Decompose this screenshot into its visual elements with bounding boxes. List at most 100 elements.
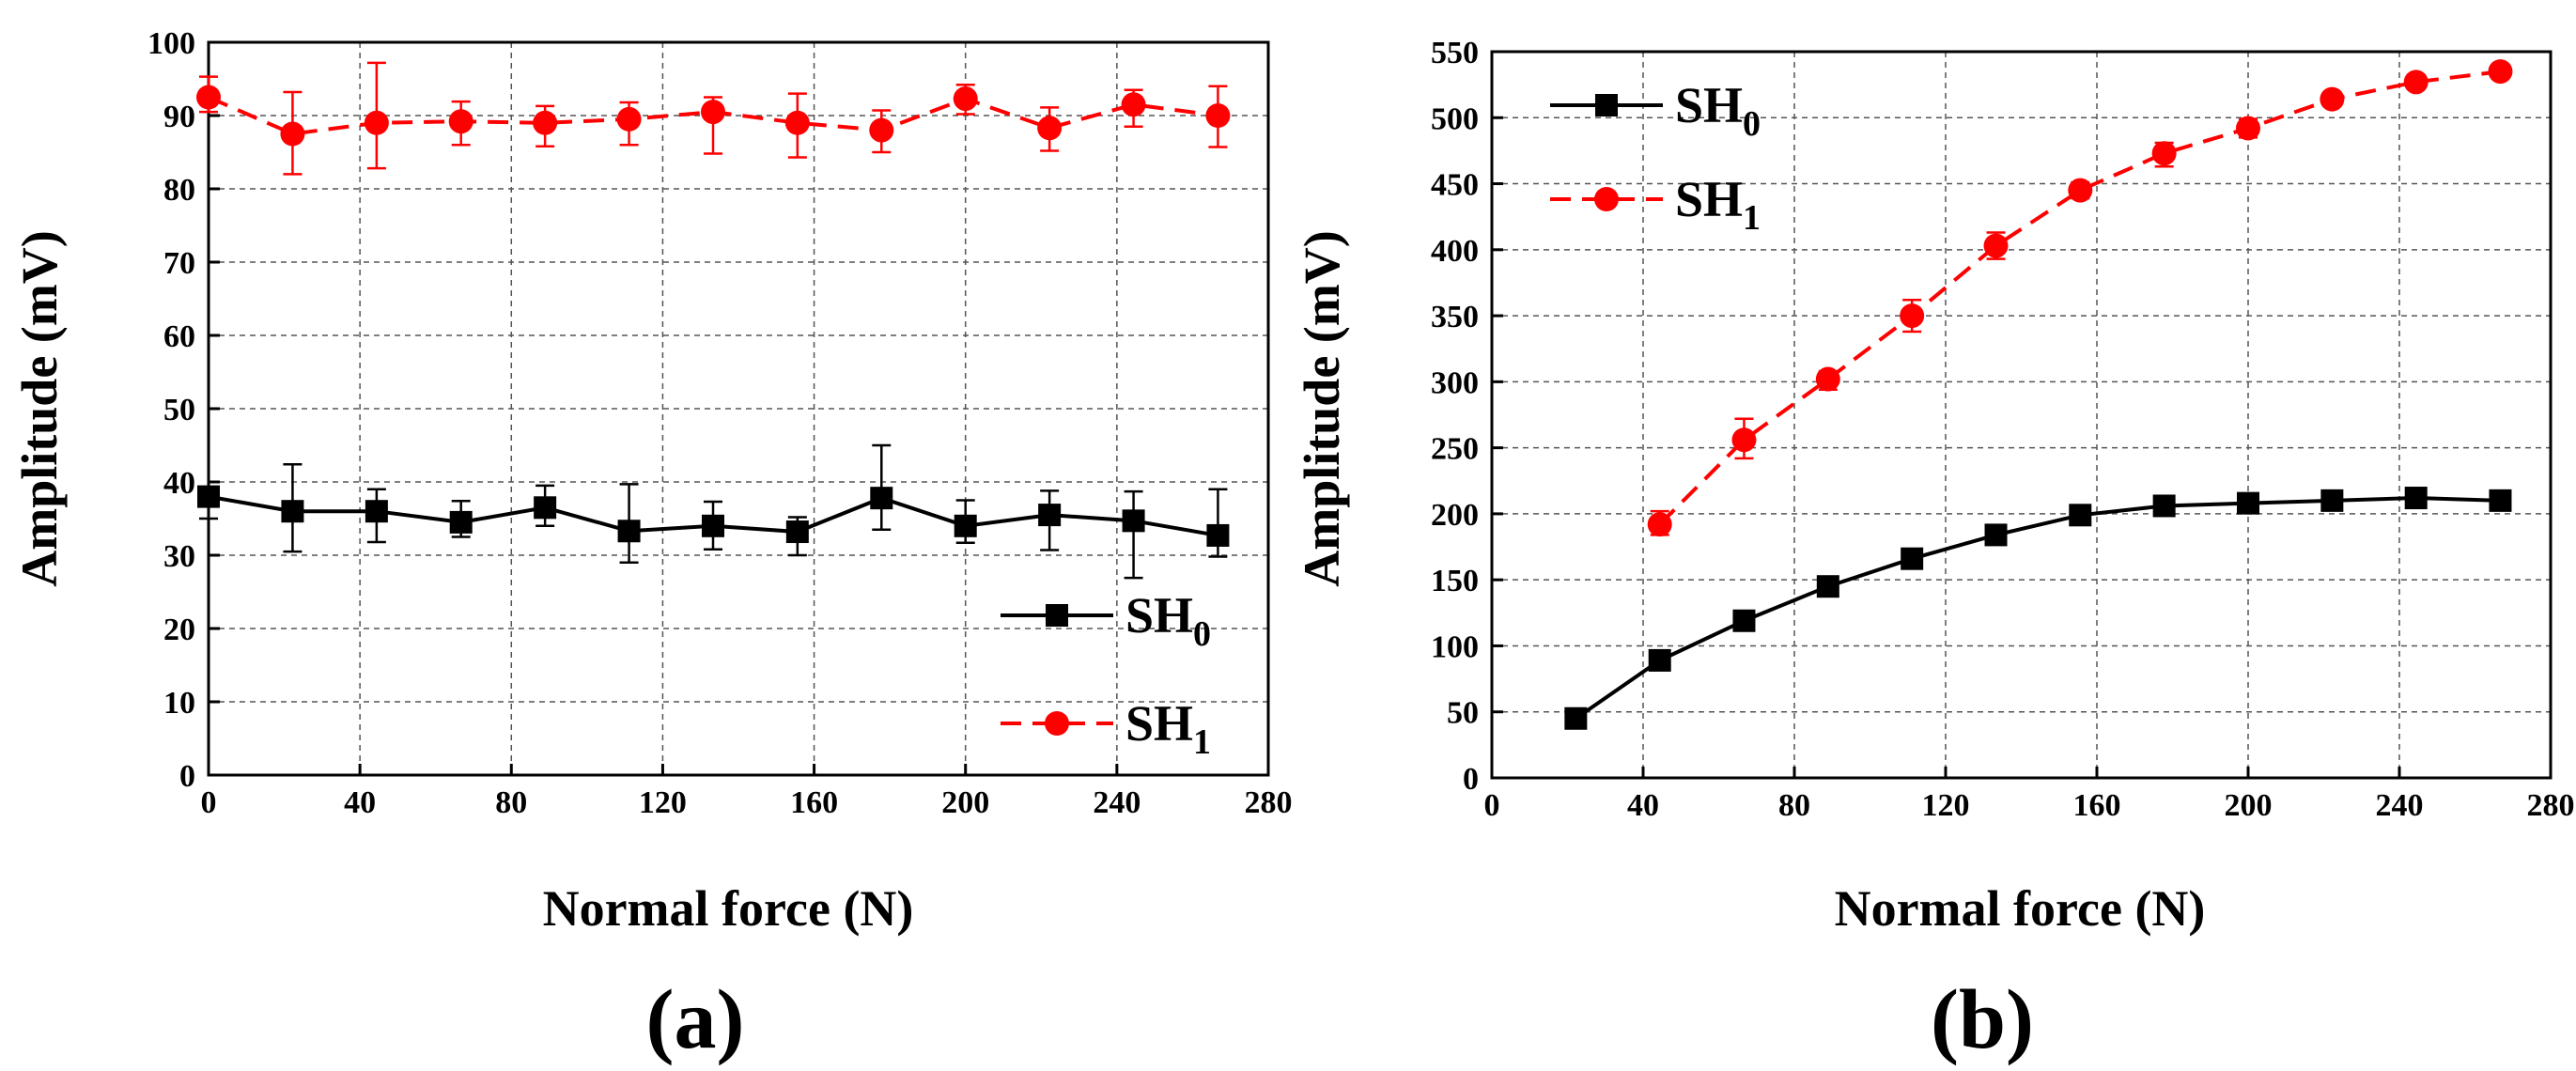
legend-swatch-marker xyxy=(1594,187,1619,211)
x-tick-label: 120 xyxy=(639,785,687,820)
data-point xyxy=(870,487,893,510)
x-tick-label: 280 xyxy=(2527,788,2575,823)
series-sh0 xyxy=(1564,487,2512,730)
y-axis-title: Amplitude (mV) xyxy=(11,230,68,586)
legend-entry: SH0 xyxy=(1001,587,1211,654)
data-point xyxy=(785,520,809,544)
y-tick-label: 70 xyxy=(163,246,195,281)
data-point xyxy=(1732,609,1756,632)
y-axis-title: Amplitude (mV) xyxy=(1294,230,1350,586)
x-axis-title: Normal force (N) xyxy=(543,880,914,937)
x-tick-label: 160 xyxy=(2073,788,2121,823)
data-point xyxy=(1037,116,1063,141)
series-sh0 xyxy=(197,443,1230,580)
data-point xyxy=(533,110,558,135)
error-bar xyxy=(1124,489,1143,580)
data-point xyxy=(953,86,978,112)
x-tick-label: 120 xyxy=(1922,788,1970,823)
data-point xyxy=(784,110,810,135)
data-point xyxy=(1564,706,1588,730)
data-point xyxy=(1038,504,1062,527)
y-tick-label: 0 xyxy=(179,759,195,794)
y-tick-label: 550 xyxy=(1431,36,1479,70)
y-tick-label: 100 xyxy=(1431,629,1479,664)
panel-label: (a) xyxy=(646,973,745,1066)
x-tick-label: 240 xyxy=(2376,788,2424,823)
chart-panel-b: 0 40 80 120 160 200 240 280 0 50 100 150 200 250 300 35… xyxy=(1294,36,2575,1066)
data-point xyxy=(2069,504,2092,527)
data-point xyxy=(701,100,726,125)
data-point xyxy=(616,106,642,132)
x-tick-label: 160 xyxy=(790,785,838,820)
data-point xyxy=(869,117,894,143)
data-point xyxy=(1815,366,1840,392)
legend-entry: SH1 xyxy=(1001,695,1211,762)
y-tick-label: 60 xyxy=(163,319,195,354)
legend-label: SH1 xyxy=(1125,695,1211,762)
data-point xyxy=(1121,92,1146,117)
data-point xyxy=(365,500,388,523)
y-tick-label: 40 xyxy=(163,466,195,501)
y-tick-label: 150 xyxy=(1431,564,1479,598)
y-tick-label: 500 xyxy=(1431,101,1479,136)
data-point xyxy=(2151,141,2177,166)
legend-entry: SH1 xyxy=(1550,171,1761,238)
x-tick-label: 40 xyxy=(344,785,376,820)
data-point xyxy=(702,514,725,537)
y-tick-label: 30 xyxy=(163,539,195,574)
y-tick-label: 0 xyxy=(1463,762,1479,797)
data-point xyxy=(1983,233,2009,258)
y-tick-label: 90 xyxy=(163,100,195,134)
legend-swatch-marker xyxy=(1046,604,1068,627)
series-line xyxy=(1658,70,2501,526)
series-sh1 xyxy=(196,61,1231,176)
y-axis: 0 10 20 30 40 50 60 70 80 90 100 xyxy=(147,26,220,794)
y-tick-label: 100 xyxy=(147,26,195,61)
y-tick-label: 80 xyxy=(163,173,195,208)
y-tick-label: 10 xyxy=(163,686,195,721)
data-point xyxy=(2489,489,2512,512)
data-point xyxy=(1731,427,1757,453)
data-point xyxy=(281,500,304,523)
data-point xyxy=(2068,178,2093,203)
data-point xyxy=(534,496,557,520)
data-point xyxy=(1205,103,1231,128)
y-tick-label: 400 xyxy=(1431,234,1479,269)
chart-panel-a: 0 40 80 120 160 200 240 280 0 10 20 30 40 50 60 70 80 90 1… xyxy=(11,26,1293,1066)
data-point xyxy=(196,85,221,110)
data-point xyxy=(280,121,305,147)
data-point xyxy=(2404,487,2428,510)
x-tick-label: 80 xyxy=(1778,788,1810,823)
y-axis: 0 50 100 150 200 250 300 350 400 450 500 550 xyxy=(1431,36,1503,797)
data-point xyxy=(2403,70,2429,95)
data-point xyxy=(449,510,473,534)
y-tick-label: 20 xyxy=(163,613,195,647)
legend-entry: SH0 xyxy=(1550,77,1761,144)
y-tick-label: 300 xyxy=(1431,365,1479,400)
data-point xyxy=(448,109,473,134)
data-point xyxy=(2320,86,2345,112)
data-point xyxy=(1647,512,1672,537)
legend-label: SH0 xyxy=(1675,77,1761,144)
y-tick-label: 450 xyxy=(1431,168,1479,203)
legend-label: SH1 xyxy=(1675,171,1761,238)
x-tick-label: 280 xyxy=(1245,785,1293,820)
x-axis: 0 40 80 120 160 200 240 280 xyxy=(1484,767,2575,823)
panel-label: (b) xyxy=(1931,973,2034,1066)
grid xyxy=(209,42,1268,775)
data-point xyxy=(1122,509,1145,533)
y-tick-label: 50 xyxy=(1447,696,1479,731)
plot-frame xyxy=(1490,50,2553,780)
data-point xyxy=(364,110,389,135)
series-line xyxy=(1575,496,2501,721)
data-point xyxy=(1206,523,1230,547)
data-point xyxy=(2488,59,2513,85)
data-point xyxy=(1901,547,1924,570)
x-tick-label: 80 xyxy=(495,785,527,820)
x-tick-label: 200 xyxy=(2225,788,2273,823)
x-tick-label: 40 xyxy=(1627,788,1659,823)
y-tick-label: 350 xyxy=(1431,300,1479,334)
data-point xyxy=(1648,648,1671,672)
x-axis-title: Normal force (N) xyxy=(1835,880,2206,937)
